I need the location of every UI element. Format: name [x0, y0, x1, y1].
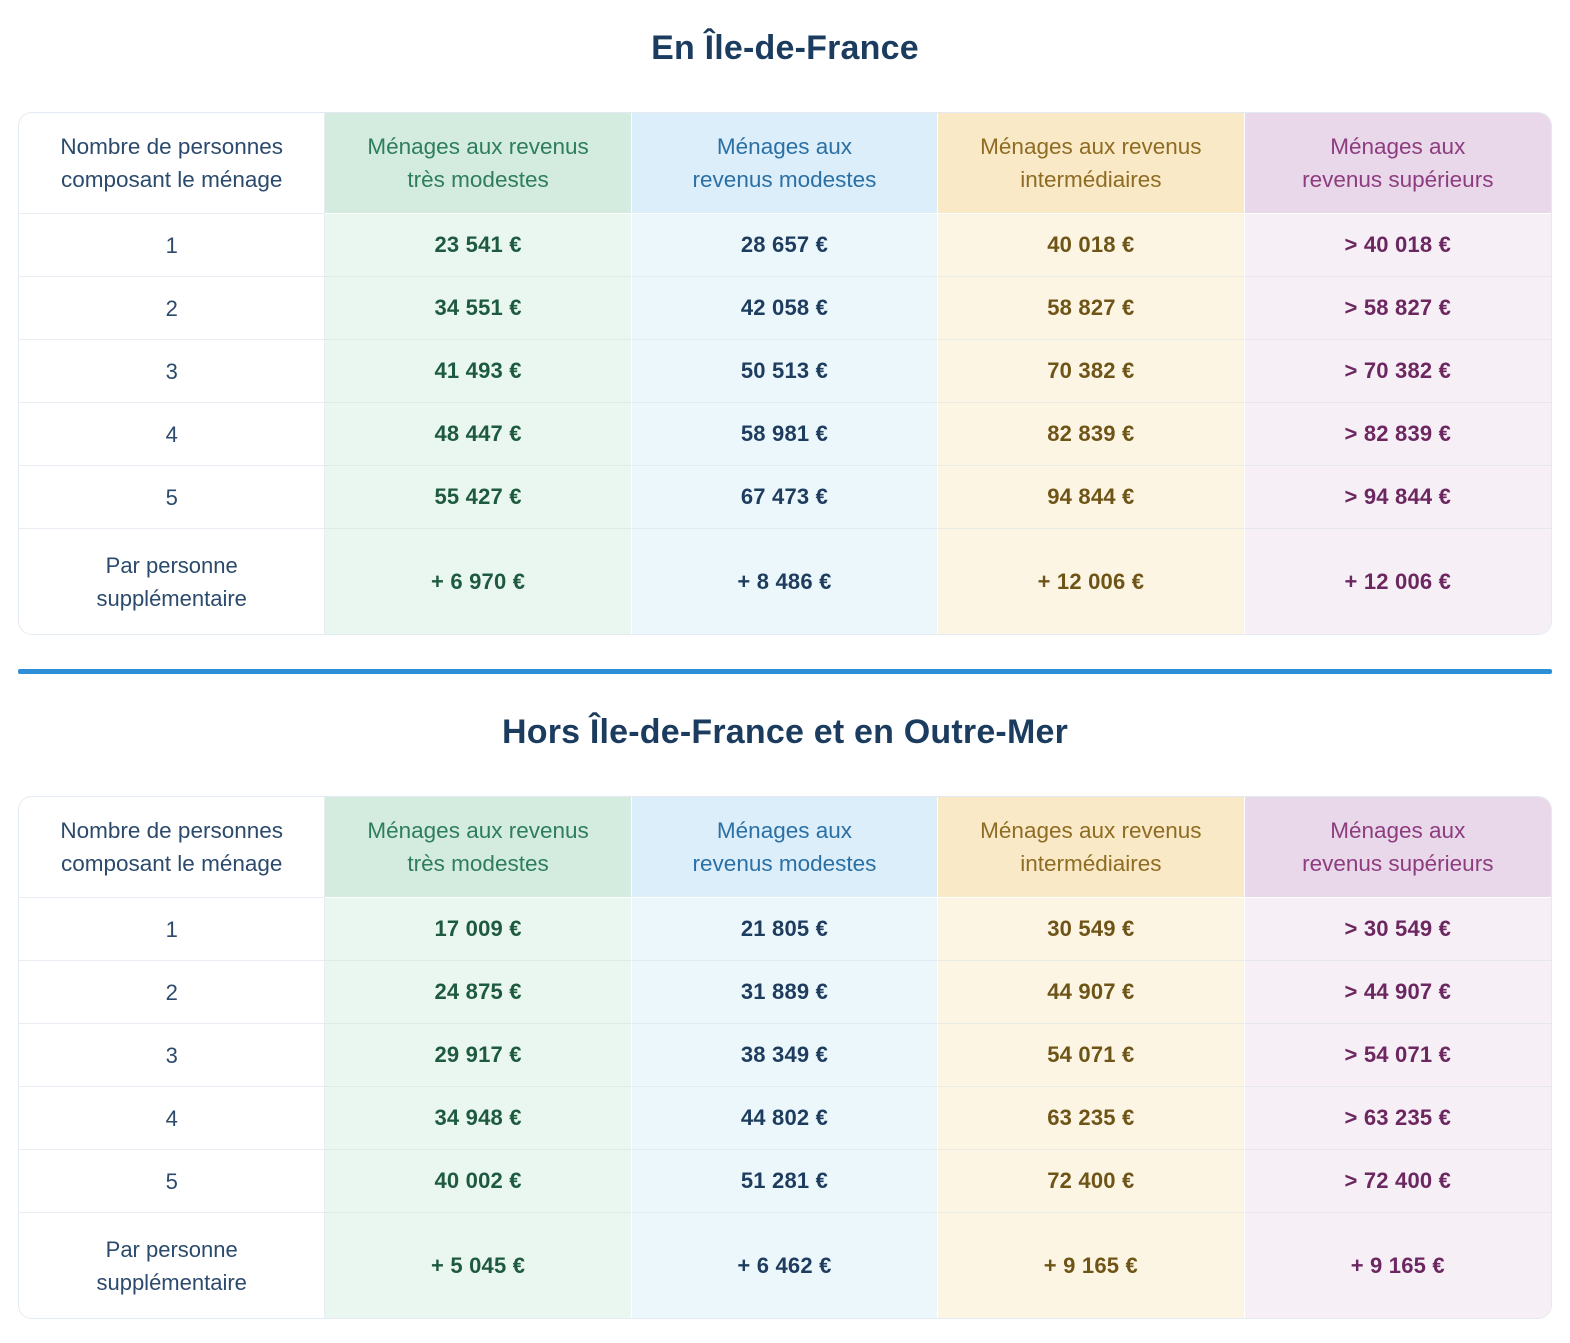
row-label-cell: 2 — [19, 961, 326, 1024]
column-header-tres-modestes: Ménages aux revenus très modestes — [325, 797, 632, 898]
value-cell-superieurs: + 12 006 € — [1244, 529, 1551, 634]
value-cell-tres-modestes: 48 447 € — [325, 403, 632, 466]
table-row: 5 40 002 €51 281 €72 400 € > 72 400 € — [19, 1150, 1551, 1213]
value-cell-superieurs: > 70 382 € — [1244, 340, 1551, 403]
row-header-cell: Nombre de personnes composant le ménage — [19, 797, 326, 898]
value-cell-intermediaires: 58 827 € — [938, 277, 1245, 340]
row-label-cell: 4 — [19, 403, 326, 466]
value-cell-tres-modestes: + 6 970 € — [325, 529, 632, 634]
row-label-cell: Par personne supplémentaire — [19, 529, 326, 634]
row-label-cell: 3 — [19, 340, 326, 403]
value-cell-tres-modestes: 40 002 € — [325, 1150, 632, 1213]
table-row: 5 55 427 €67 473 €94 844 € > 94 844 € — [19, 466, 1551, 529]
table-row: Par personne supplémentaire + 6 970 € + 8 … — [19, 529, 1551, 634]
row-label-cell: 5 — [19, 466, 326, 529]
value-cell-intermediaires: 40 018 € — [938, 214, 1245, 277]
value-cell-superieurs: > 58 827 € — [1244, 277, 1551, 340]
value-cell-intermediaires: + 9 165 € — [938, 1213, 1245, 1318]
table-row: 3 29 917 €38 349 €54 071 € > 54 071 € — [19, 1024, 1551, 1087]
page-title-ile-de-france: En Île-de-France — [651, 29, 919, 67]
page-title-hors-ile-de-france: Hors Île-de-France et en Outre-Mer — [501, 713, 1069, 751]
row-label-cell: 1 — [19, 214, 326, 277]
value-cell-intermediaires: 54 071 € — [938, 1024, 1245, 1087]
value-cell-modestes: 42 058 € — [631, 277, 939, 340]
table-row: Par personne supplémentaire + 5 045 € + 6 … — [19, 1213, 1551, 1318]
column-header-tres-modestes: Ménages aux revenus très modestes — [325, 113, 632, 214]
value-cell-superieurs: + 9 165 € — [1244, 1213, 1551, 1318]
header-row: Nombre de personnes composant le ménage M… — [19, 797, 1551, 898]
row-label-cell: 2 — [19, 277, 326, 340]
value-cell-modestes: 51 281 € — [631, 1150, 939, 1213]
section-hors-ile-de-france: Hors Île-de-France et en Outre-Mer Nombr… — [0, 710, 1570, 1319]
value-cell-intermediaires: + 12 006 € — [938, 529, 1245, 634]
value-cell-modestes: 38 349 € — [631, 1024, 939, 1087]
table-row: 1 23 541 €28 657 €40 018 € > 40 018 € — [19, 214, 1551, 277]
value-cell-intermediaires: 94 844 € — [938, 466, 1245, 529]
value-cell-superieurs: > 94 844 € — [1244, 466, 1551, 529]
value-cell-tres-modestes: 34 551 € — [325, 277, 632, 340]
income-table-ile-de-france: Nombre de personnes composant le ménage M… — [18, 112, 1552, 635]
value-cell-intermediaires: 63 235 € — [938, 1087, 1245, 1150]
column-header-modestes: Ménages aux revenus modestes — [631, 113, 939, 214]
row-label-cell: 1 — [19, 898, 326, 961]
value-cell-modestes: 67 473 € — [631, 466, 939, 529]
value-cell-tres-modestes: 41 493 € — [325, 340, 632, 403]
row-header-cell: Nombre de personnes composant le ménage — [19, 113, 326, 214]
table-row: 1 17 009 €21 805 €30 549 € > 30 549 € — [19, 898, 1551, 961]
value-cell-modestes: 31 889 € — [631, 961, 939, 1024]
income-table-hors-ile-de-france: Nombre de personnes composant le ménage M… — [18, 796, 1552, 1319]
value-cell-intermediaires: 70 382 € — [938, 340, 1245, 403]
value-cell-tres-modestes: 34 948 € — [325, 1087, 632, 1150]
value-cell-superieurs: > 82 839 € — [1244, 403, 1551, 466]
value-cell-tres-modestes: 23 541 € — [325, 214, 632, 277]
value-cell-intermediaires: 82 839 € — [938, 403, 1245, 466]
value-cell-tres-modestes: 55 427 € — [325, 466, 632, 529]
value-cell-tres-modestes: 29 917 € — [325, 1024, 632, 1087]
value-cell-modestes: 21 805 € — [631, 898, 939, 961]
row-label-cell: Par personne supplémentaire — [19, 1213, 326, 1318]
section-divider — [18, 669, 1552, 674]
value-cell-tres-modestes: + 5 045 € — [325, 1213, 632, 1318]
column-header-superieurs: Ménages aux revenus supérieurs — [1244, 797, 1551, 898]
column-header-intermediaires: Ménages aux revenus intermédiaires — [938, 113, 1245, 214]
header-row: Nombre de personnes composant le ménage M… — [19, 113, 1551, 214]
value-cell-modestes: + 6 462 € — [631, 1213, 939, 1318]
table-row: 2 24 875 €31 889 €44 907 € > 44 907 € — [19, 961, 1551, 1024]
column-header-intermediaires: Ménages aux revenus intermédiaires — [938, 797, 1245, 898]
income-table: Nombre de personnes composant le ménage M… — [19, 797, 1551, 1318]
row-label-cell: 4 — [19, 1087, 326, 1150]
value-cell-superieurs: > 54 071 € — [1244, 1024, 1551, 1087]
value-cell-superieurs: > 63 235 € — [1244, 1087, 1551, 1150]
column-header-superieurs: Ménages aux revenus supérieurs — [1244, 113, 1551, 214]
table-row: 4 48 447 €58 981 €82 839 € > 82 839 € — [19, 403, 1551, 466]
row-label-cell: 5 — [19, 1150, 326, 1213]
value-cell-superieurs: > 30 549 € — [1244, 898, 1551, 961]
value-cell-modestes: 28 657 € — [631, 214, 939, 277]
income-table: Nombre de personnes composant le ménage M… — [19, 113, 1551, 634]
value-cell-modestes: 58 981 € — [631, 403, 939, 466]
value-cell-intermediaires: 44 907 € — [938, 961, 1245, 1024]
value-cell-intermediaires: 72 400 € — [938, 1150, 1245, 1213]
table-row: 4 34 948 €44 802 €63 235 € > 63 235 € — [19, 1087, 1551, 1150]
value-cell-superieurs: > 44 907 € — [1244, 961, 1551, 1024]
row-label-cell: 3 — [19, 1024, 326, 1087]
value-cell-modestes: 44 802 € — [631, 1087, 939, 1150]
value-cell-tres-modestes: 17 009 € — [325, 898, 632, 961]
value-cell-modestes: 50 513 € — [631, 340, 939, 403]
section-ile-de-france: En Île-de-France Nombre de personnes com… — [0, 26, 1570, 635]
value-cell-tres-modestes: 24 875 € — [325, 961, 632, 1024]
column-header-modestes: Ménages aux revenus modestes — [631, 797, 939, 898]
value-cell-superieurs: > 72 400 € — [1244, 1150, 1551, 1213]
value-cell-superieurs: > 40 018 € — [1244, 214, 1551, 277]
value-cell-intermediaires: 30 549 € — [938, 898, 1245, 961]
value-cell-modestes: + 8 486 € — [631, 529, 939, 634]
table-row: 3 41 493 €50 513 €70 382 € > 70 382 € — [19, 340, 1551, 403]
table-row: 2 34 551 €42 058 €58 827 € > 58 827 € — [19, 277, 1551, 340]
